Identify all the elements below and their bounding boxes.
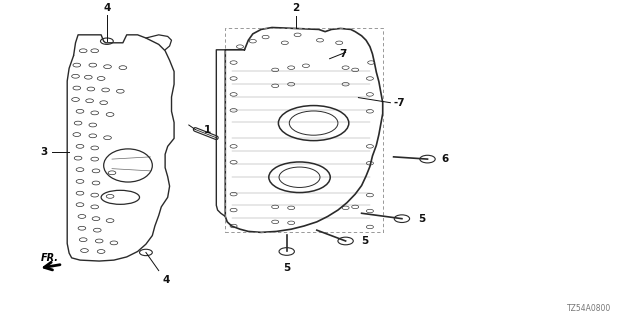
Text: -7: -7 xyxy=(394,98,405,108)
Text: 4: 4 xyxy=(103,3,111,12)
Text: 5: 5 xyxy=(362,236,369,246)
Text: 5: 5 xyxy=(418,214,425,224)
Text: 5: 5 xyxy=(283,263,291,273)
Text: FR.: FR. xyxy=(41,253,59,263)
Circle shape xyxy=(279,248,294,255)
Circle shape xyxy=(420,155,435,163)
Text: 1: 1 xyxy=(204,125,211,135)
Text: 7: 7 xyxy=(339,49,347,59)
Text: 3: 3 xyxy=(41,147,48,157)
Text: 2: 2 xyxy=(292,4,300,13)
Text: TZ54A0800: TZ54A0800 xyxy=(567,304,611,313)
Text: 4: 4 xyxy=(163,276,170,285)
Text: 6: 6 xyxy=(442,154,449,164)
Circle shape xyxy=(394,215,410,222)
Circle shape xyxy=(338,237,353,245)
